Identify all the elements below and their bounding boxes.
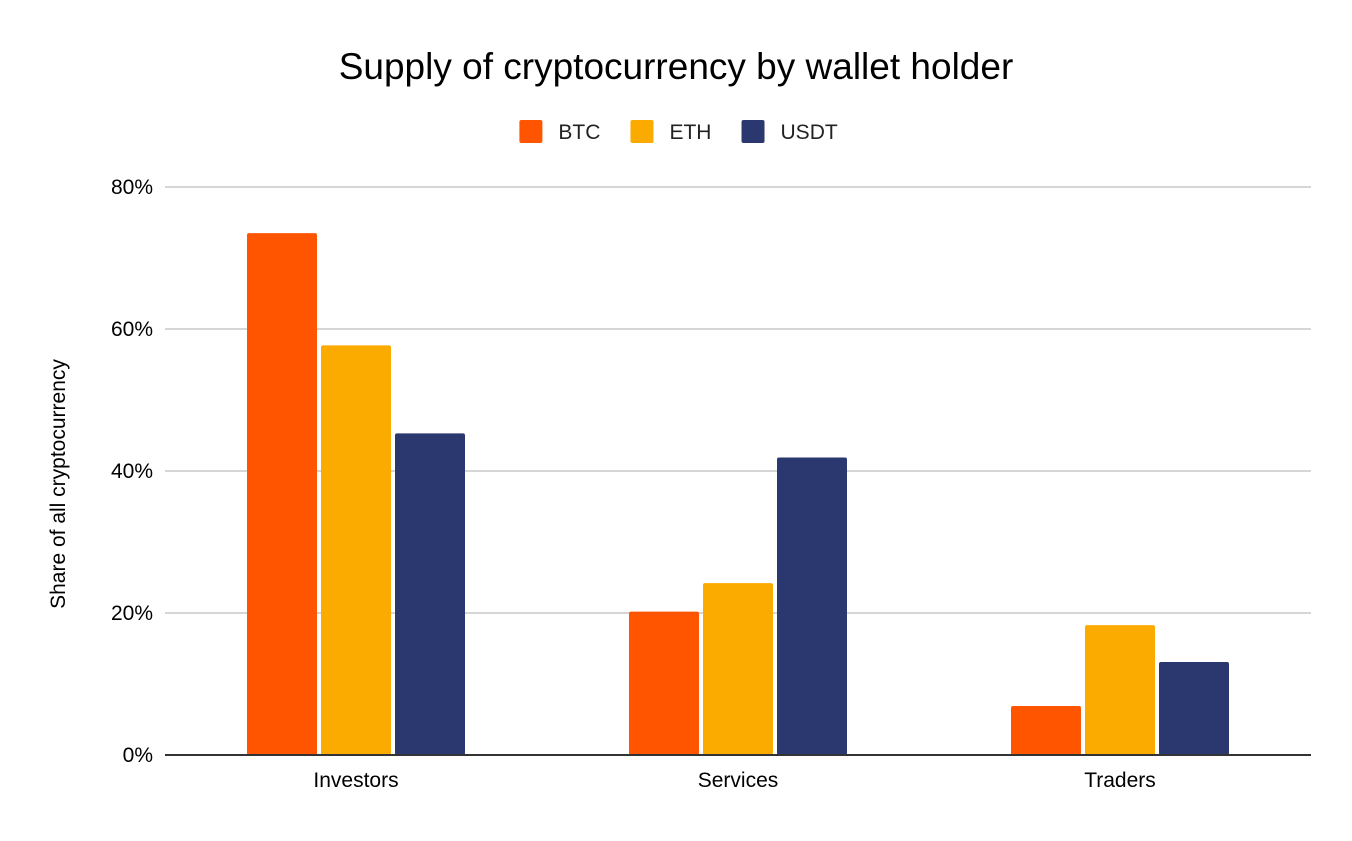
legend-label: ETH bbox=[669, 121, 711, 144]
bars bbox=[247, 233, 1229, 755]
legend-swatch bbox=[630, 120, 654, 143]
bar-btc-traders bbox=[1011, 706, 1081, 755]
legend-swatch bbox=[519, 120, 543, 143]
bar-eth-investors bbox=[321, 345, 391, 755]
chart-title: Supply of cryptocurrency by wallet holde… bbox=[339, 46, 1014, 87]
bar-usdt-services bbox=[777, 457, 847, 755]
bar-eth-services bbox=[703, 583, 773, 755]
legend: BTC ETH USDT bbox=[519, 120, 838, 144]
bar-btc-services bbox=[629, 611, 699, 755]
y-tick-label: 60% bbox=[111, 318, 153, 341]
y-axis-title: Share of all cryptocurrency bbox=[47, 359, 70, 609]
y-tick-label: 80% bbox=[111, 176, 153, 199]
legend-label: USDT bbox=[781, 121, 838, 144]
y-tick-label: 20% bbox=[111, 602, 153, 625]
legend-label: BTC bbox=[558, 121, 600, 144]
legend-item-eth: ETH bbox=[630, 120, 711, 144]
legend-item-usdt: USDT bbox=[741, 120, 838, 144]
legend-item-btc: BTC bbox=[519, 120, 600, 144]
bar-eth-traders bbox=[1085, 625, 1155, 755]
x-tick-label: Investors bbox=[313, 769, 398, 792]
x-tick-label: Services bbox=[698, 769, 779, 792]
y-tick-label: 40% bbox=[111, 460, 153, 483]
y-tick-label: 0% bbox=[123, 744, 153, 767]
bar-usdt-investors bbox=[395, 433, 465, 755]
x-axis-tick-labels: Investors Services Traders bbox=[313, 769, 1155, 792]
bar-btc-investors bbox=[247, 233, 317, 755]
y-axis-tick-labels: 0% 20% 40% 60% 80% bbox=[111, 176, 153, 767]
legend-swatch bbox=[741, 120, 765, 143]
bar-usdt-traders bbox=[1159, 661, 1229, 755]
x-tick-label: Traders bbox=[1084, 769, 1156, 792]
